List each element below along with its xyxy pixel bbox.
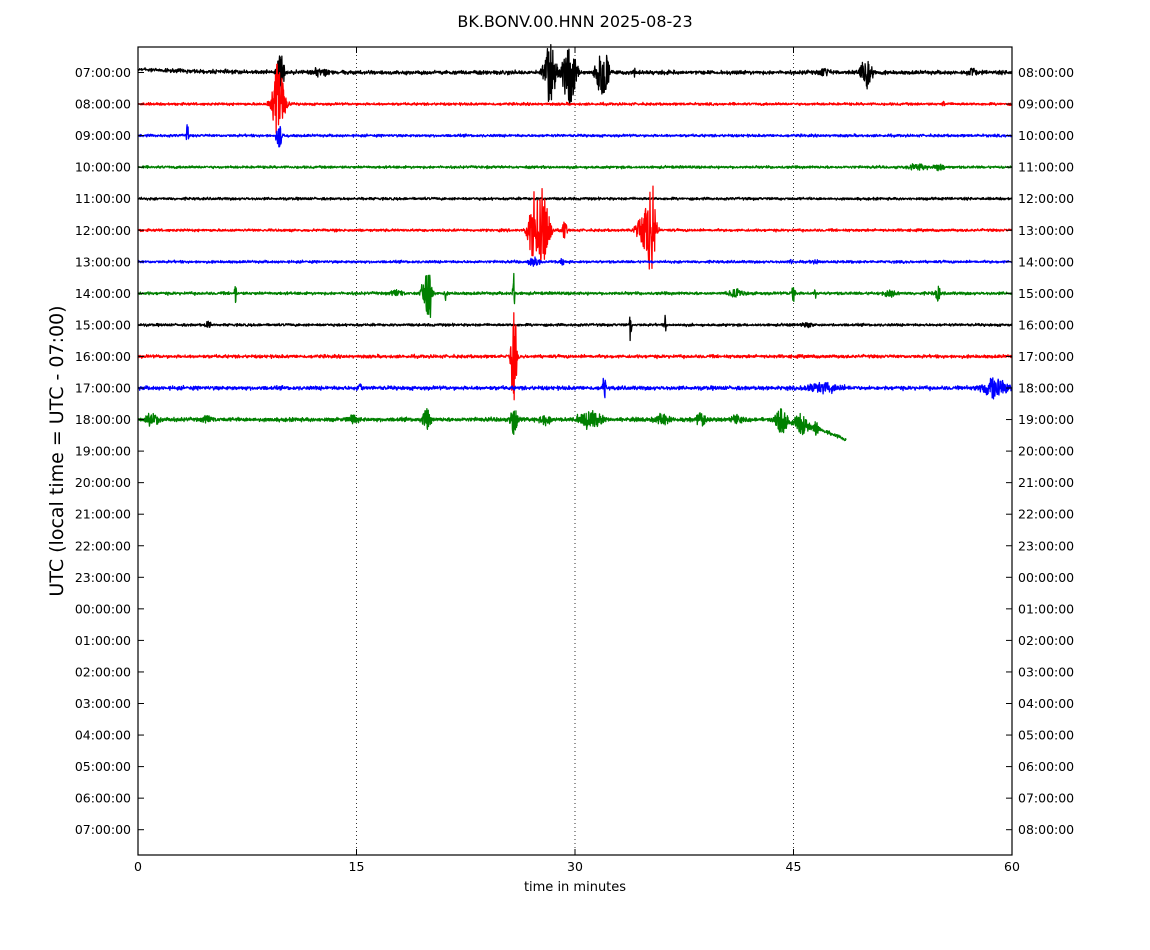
y-right-tick-label: 14:00:00 [1018, 254, 1074, 269]
y-left-tick-label: 03:00:00 [75, 696, 131, 711]
trace-row-10 [137, 377, 1013, 400]
y-right-tick-label: 08:00:00 [1018, 65, 1074, 80]
y-left-tick-label: 08:00:00 [75, 97, 131, 112]
y-right-tick-label: 23:00:00 [1018, 538, 1074, 553]
y-right-tick-label: 21:00:00 [1018, 475, 1074, 490]
trace-row-11 [137, 407, 847, 442]
y-right-tick-label: 03:00:00 [1018, 664, 1074, 679]
y-right-tick-label: 18:00:00 [1018, 381, 1074, 396]
trace-row-0 [137, 44, 1013, 106]
y-left-tick-label: 07:00:00 [75, 65, 131, 80]
trace-row-7 [137, 272, 1013, 319]
y-right-tick-label: 02:00:00 [1018, 633, 1074, 648]
y-right-tick-label: 05:00:00 [1018, 728, 1074, 743]
y-right-tick-label: 19:00:00 [1018, 412, 1074, 427]
trace-row-9 [137, 312, 1013, 401]
y-right-tick-label: 16:00:00 [1018, 317, 1074, 332]
y-right-tick-label: 06:00:00 [1018, 759, 1074, 774]
y-right-tick-label: 00:00:00 [1018, 570, 1074, 585]
y-right-tick-label: 07:00:00 [1018, 791, 1074, 806]
trace-row-1 [137, 63, 1013, 134]
y-left-tick-label: 16:00:00 [75, 349, 131, 364]
y-right-tick-label: 04:00:00 [1018, 696, 1074, 711]
y-left-tick-label: 04:00:00 [75, 728, 131, 743]
y-left-tick-label: 00:00:00 [75, 601, 131, 616]
y-left-tick-label: 01:00:00 [75, 633, 131, 648]
y-left-tick-label: 23:00:00 [75, 570, 131, 585]
y-left-tick-label: 21:00:00 [75, 507, 131, 522]
y-right-tick-label: 17:00:00 [1018, 349, 1074, 364]
y-left-tick-label: 22:00:00 [75, 538, 131, 553]
y-left-tick-label: 06:00:00 [75, 791, 131, 806]
y-axis-label: UTC (local time = UTC - 07:00) [46, 305, 68, 596]
trace-row-3 [137, 163, 1013, 172]
y-left-tick-label: 05:00:00 [75, 759, 131, 774]
trace-row-6 [137, 256, 1013, 267]
x-tick-label: 45 [786, 859, 802, 874]
y-left-tick-label: 07:00:00 [75, 822, 131, 837]
y-left-tick-label: 09:00:00 [75, 128, 131, 143]
trace-row-8 [137, 314, 1013, 342]
trace-row-5 [137, 185, 1013, 270]
y-left-tick-label: 13:00:00 [75, 254, 131, 269]
y-left-tick-label: 11:00:00 [75, 191, 131, 206]
y-left-tick-label: 14:00:00 [75, 286, 131, 301]
y-left-tick-label: 12:00:00 [75, 223, 131, 238]
y-left-tick-label: 15:00:00 [75, 317, 131, 332]
x-axis-label: time in minutes [524, 880, 626, 895]
y-left-tick-label: 10:00:00 [75, 160, 131, 175]
y-right-tick-label: 12:00:00 [1018, 191, 1074, 206]
y-right-tick-label: 13:00:00 [1018, 223, 1074, 238]
y-right-tick-label: 20:00:00 [1018, 444, 1074, 459]
trace-layer [137, 44, 1013, 442]
tick-layer: 0 15 30 45 60 07:00:00 08:00:00 08:00:00 09:00:0… [75, 47, 1074, 874]
y-left-tick-label: 20:00:00 [75, 475, 131, 490]
y-right-tick-label: 08:00:00 [1018, 822, 1074, 837]
trace-row-2 [137, 124, 1013, 148]
y-left-tick-label: 18:00:00 [75, 412, 131, 427]
y-right-tick-label: 10:00:00 [1018, 128, 1074, 143]
x-tick-label: 15 [349, 859, 365, 874]
grid-layer [356, 47, 794, 855]
y-left-tick-label: 17:00:00 [75, 381, 131, 396]
chart-title: BK.BONV.00.HNN 2025-08-23 [457, 12, 692, 31]
x-tick-label: 60 [1004, 859, 1020, 874]
y-right-tick-label: 11:00:00 [1018, 160, 1074, 175]
x-tick-label: 30 [567, 859, 583, 874]
trace-row-4 [137, 196, 1013, 201]
y-right-tick-label: 01:00:00 [1018, 601, 1074, 616]
y-right-tick-label: 22:00:00 [1018, 507, 1074, 522]
y-right-tick-label: 09:00:00 [1018, 97, 1074, 112]
y-left-tick-label: 19:00:00 [75, 444, 131, 459]
y-left-tick-label: 02:00:00 [75, 664, 131, 679]
y-right-tick-label: 15:00:00 [1018, 286, 1074, 301]
x-tick-label: 0 [134, 859, 142, 874]
